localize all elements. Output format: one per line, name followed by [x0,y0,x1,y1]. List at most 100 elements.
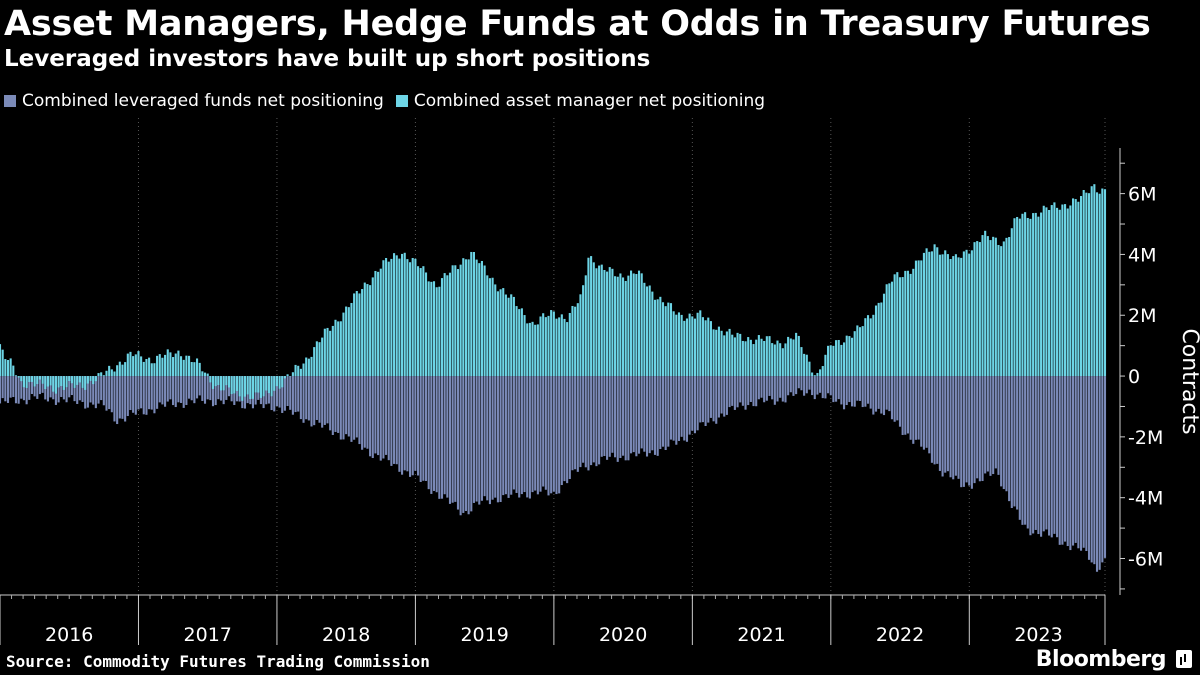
bar-leveraged-168 [446,376,449,498]
bar-leveraged-209 [555,376,558,495]
bar-asset-mgr-29 [76,376,79,385]
bar-leveraged-64 [169,376,172,400]
bar-leveraged-38 [100,376,103,401]
bar-asset-mgr-166 [440,278,444,377]
bar-leveraged-338 [898,376,902,427]
bar-leveraged-264 [701,376,704,423]
bar-asset-mgr-237 [630,270,633,377]
bar-asset-mgr-341 [906,270,910,377]
bar-leveraged-272 [723,376,726,417]
bar-leveraged-250 [664,376,667,450]
bar-asset-mgr-398 [1058,209,1061,377]
bar-asset-mgr-320 [851,337,854,377]
bar-asset-mgr-319 [848,336,851,377]
bar-leveraged-238 [632,376,635,453]
bar-asset-mgr-126 [334,319,337,377]
bar-leveraged-149 [395,376,398,465]
bar-asset-mgr-192 [510,294,513,377]
bar-asset-mgr-303 [805,354,808,377]
y-tick-label--6M: -6M [1128,549,1163,571]
bar-asset-mgr-390 [1037,216,1040,377]
bar-asset-mgr-66 [174,353,177,377]
bar-leveraged-200 [531,376,534,493]
bar-leveraged-284 [755,376,758,407]
bar-leveraged-323 [858,376,862,401]
bar-leveraged-311 [827,376,830,394]
bar-asset-mgr-40 [105,370,108,377]
bar-asset-mgr-120 [318,342,321,377]
bar-asset-mgr-172 [456,269,460,377]
bar-asset-mgr-165 [438,286,441,377]
bar-leveraged-401 [1066,376,1069,547]
bar-asset-mgr-382 [1016,216,1019,377]
bar-leveraged-225 [598,376,601,465]
bar-leveraged-306 [813,376,816,400]
bar-leveraged-233 [619,376,622,459]
bar-leveraged-251 [667,376,670,447]
bar-leveraged-162 [430,376,433,494]
bar-leveraged-54 [142,376,145,415]
bar-asset-mgr-325 [864,318,867,377]
bar-leveraged-59 [156,376,159,409]
bar-asset-mgr-100 [265,376,268,391]
bar-asset-mgr-352 [936,247,939,377]
bar-leveraged-131 [347,376,350,437]
bar-asset-mgr-376 [1000,246,1003,377]
bar-leveraged-243 [645,376,649,457]
bar-leveraged-7 [17,376,20,404]
bar-leveraged-113 [299,376,302,420]
bar-leveraged-330 [877,376,880,409]
bar-asset-mgr-149 [395,255,398,377]
bar-asset-mgr-141 [374,270,377,377]
bar-leveraged-356 [946,376,949,472]
bar-asset-mgr-217 [576,303,579,377]
bar-asset-mgr-318 [845,335,848,377]
bar-asset-mgr-97 [257,376,260,393]
bar-asset-mgr-213 [566,322,569,377]
bar-asset-mgr-63 [166,349,169,377]
bar-leveraged-371 [986,376,989,472]
bar-leveraged-118 [313,376,316,426]
bar-asset-mgr-391 [1040,212,1043,377]
bar-asset-mgr-270 [717,326,720,377]
bar-asset-mgr-221 [587,257,590,377]
bar-asset-mgr-170 [451,265,454,377]
bar-asset-mgr-135 [358,293,361,377]
bar-asset-mgr-52 [137,351,140,377]
bar-asset-mgr-35 [92,376,95,385]
y-axis-title: Contracts [1177,328,1200,434]
bar-asset-mgr-4 [9,358,12,377]
chart-title: Asset Managers, Hedge Funds at Odds in T… [4,4,1151,44]
bar-asset-mgr-340 [904,270,907,377]
bar-leveraged-322 [856,376,859,401]
bar-leveraged-135 [358,376,361,445]
bar-asset-mgr-332 [882,293,886,377]
bar-asset-mgr-266 [707,317,710,377]
bar-asset-mgr-226 [600,264,603,377]
bar-asset-mgr-299 [795,332,798,377]
bar-asset-mgr-296 [787,336,790,377]
bar-asset-mgr-336 [893,274,896,377]
bar-leveraged-124 [329,376,332,431]
bar-asset-mgr-173 [459,264,462,377]
legend-label-leveraged-funds: Combined leveraged funds net positioning [22,91,384,111]
bar-asset-mgr-218 [579,294,582,377]
bar-leveraged-408 [1085,376,1088,552]
bar-asset-mgr-211 [560,314,563,377]
bar-asset-mgr-90 [238,376,241,397]
bar-leveraged-56 [148,376,151,410]
bar-leveraged-151 [401,376,404,475]
bar-asset-mgr-113 [299,368,302,377]
bar-asset-mgr-344 [914,260,917,377]
bar-leveraged-79 [209,376,212,401]
bar-leveraged-249 [661,376,665,447]
bar-asset-mgr-96 [254,376,257,393]
bar-leveraged-361 [960,376,963,488]
y-tick-label-6M: 6M [1128,184,1156,206]
bar-leveraged-2 [4,376,7,402]
bar-asset-mgr-219 [582,285,585,377]
bar-leveraged-270 [717,376,720,418]
bar-leveraged-415 [1103,376,1107,558]
bar-asset-mgr-174 [462,258,465,377]
bar-leveraged-255 [677,376,681,441]
